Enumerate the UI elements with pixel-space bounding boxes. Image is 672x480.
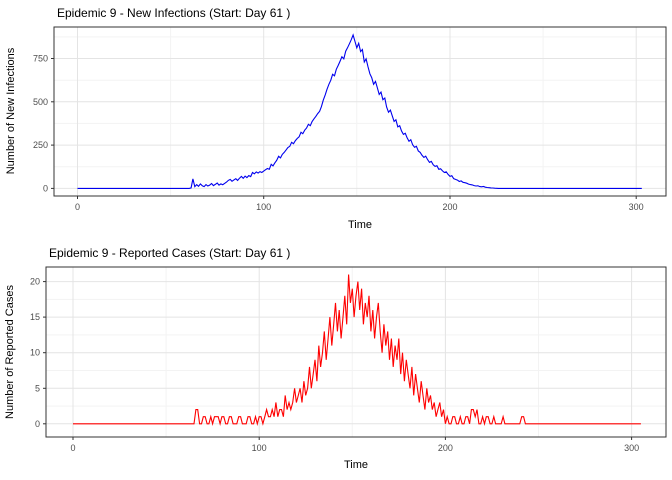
x-tick-label: 100 [256, 202, 271, 212]
new-infections-chart: 0 100 200 300 0 250 500 750 Epidemic 9 - New In… [5, 6, 667, 231]
y-tick-label: 750 [33, 54, 48, 64]
data-line [77, 33, 642, 189]
y-tick-label: 250 [33, 140, 48, 150]
x-tick-label: 200 [438, 443, 453, 453]
y-tick-label: 0 [35, 419, 40, 429]
y-tick-label: 10 [30, 348, 40, 358]
x-tick-label: 0 [75, 202, 80, 212]
reported-cases-chart: 0 100 200 300 0 5 10 15 20 Epidemic 9 - Reported… [4, 246, 667, 471]
x-tick-label: 300 [624, 443, 639, 453]
reported-cases-title: Epidemic 9 - Reported Cases (Start: Day … [49, 246, 290, 260]
reported-cases-x-axis-title: Time [344, 459, 368, 471]
new-infections-y-axis-title: Number of New Infections [5, 47, 17, 174]
reported-cases-plot-area: 0 100 200 300 0 5 10 15 20 [30, 266, 667, 453]
y-tick-label: 0 [43, 183, 48, 193]
y-tick-label: 20 [30, 277, 40, 287]
panel-border [53, 26, 667, 197]
x-tick-label: 100 [252, 443, 267, 453]
y-tick-label: 5 [35, 383, 40, 393]
panel-border [45, 266, 667, 438]
reported-cases-y-axis-title: Number of Reported Cases [4, 285, 16, 419]
x-tick-label: 300 [629, 202, 644, 212]
new-infections-x-axis-title: Time [348, 219, 372, 231]
data-line [73, 274, 641, 426]
y-tick-label: 15 [30, 312, 40, 322]
new-infections-plot-area: 0 100 200 300 0 250 500 750 [33, 26, 667, 212]
x-tick-label: 0 [70, 443, 75, 453]
x-tick-label: 200 [442, 202, 457, 212]
new-infections-title: Epidemic 9 - New Infections (Start: Day … [57, 6, 290, 20]
y-tick-label: 500 [33, 97, 48, 107]
